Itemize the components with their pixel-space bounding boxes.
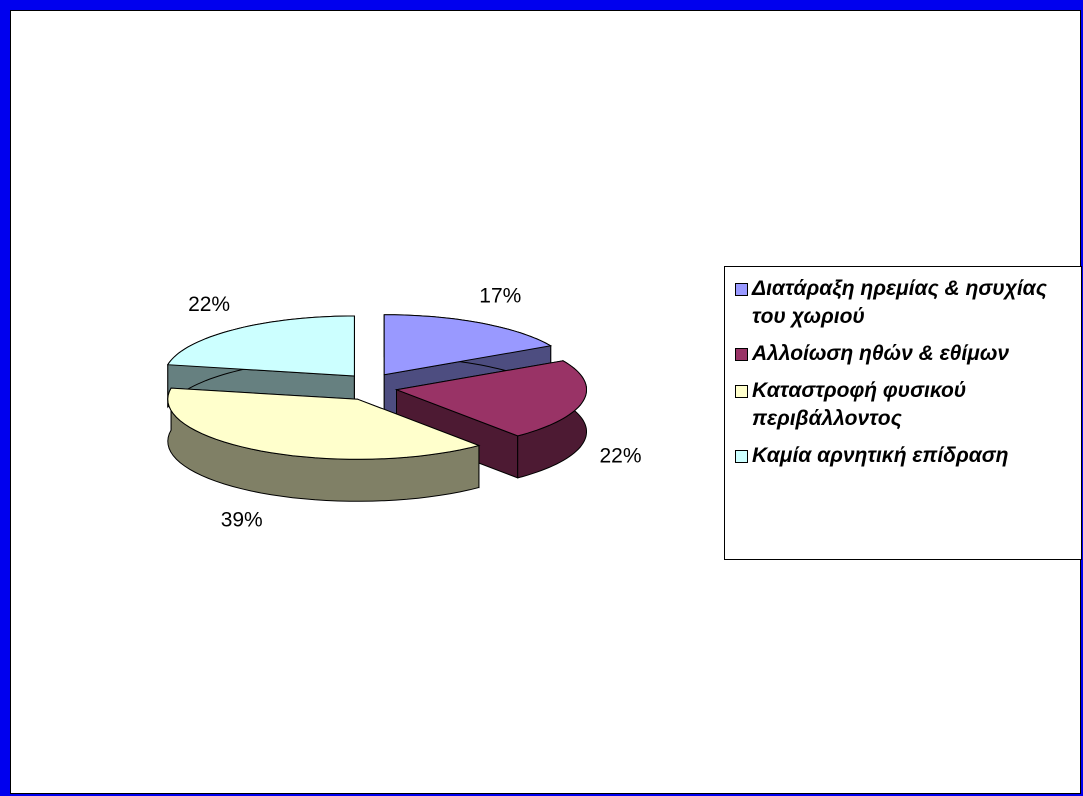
chart-area: 17% 22% 22% 39% Διατάραξη ηρεμίας & ησυχίας… — [10, 10, 1082, 794]
legend-entry: Διατάραξη ηρεμίας & ησυχίας του χωριού — [735, 275, 1075, 331]
legend-swatch — [735, 385, 748, 398]
legend-label: Καμία αρνητική επίδραση — [752, 444, 1009, 467]
legend-label: Καταστροφή φυσικού περιβάλλοντος — [752, 379, 967, 430]
chart: 17% 22% 22% 39% — [166, 285, 642, 532]
legend-swatch — [735, 450, 748, 463]
legend-label: Διατάραξη ηρεμίας & ησυχίας του χωριού — [752, 277, 1047, 328]
slice — [167, 387, 481, 502]
data-label: 22% — [188, 293, 230, 316]
pie-slice — [394, 360, 587, 437]
data-label: 22% — [599, 444, 641, 467]
data-label: 39% — [221, 509, 263, 532]
pie-slice — [166, 315, 355, 377]
legend-entry: Καταστροφή φυσικού περιβάλλοντος — [735, 377, 1075, 433]
pie-slice — [167, 387, 481, 460]
legend-entry: Καμία αρνητική επίδραση — [735, 442, 1075, 470]
legend-entry: Αλλοίωση ηθών & εθίμων — [735, 340, 1075, 368]
legend-swatch — [735, 348, 748, 361]
legend-swatch — [735, 283, 748, 296]
pie-slice — [383, 314, 553, 376]
slice — [166, 315, 355, 419]
legend-label: Αλλοίωση ηθών & εθίμων — [752, 342, 1010, 365]
data-label: 17% — [479, 285, 521, 308]
legend: Διατάραξη ηρεμίας & ησυχίας του χωριού Αλ… — [724, 266, 1082, 560]
